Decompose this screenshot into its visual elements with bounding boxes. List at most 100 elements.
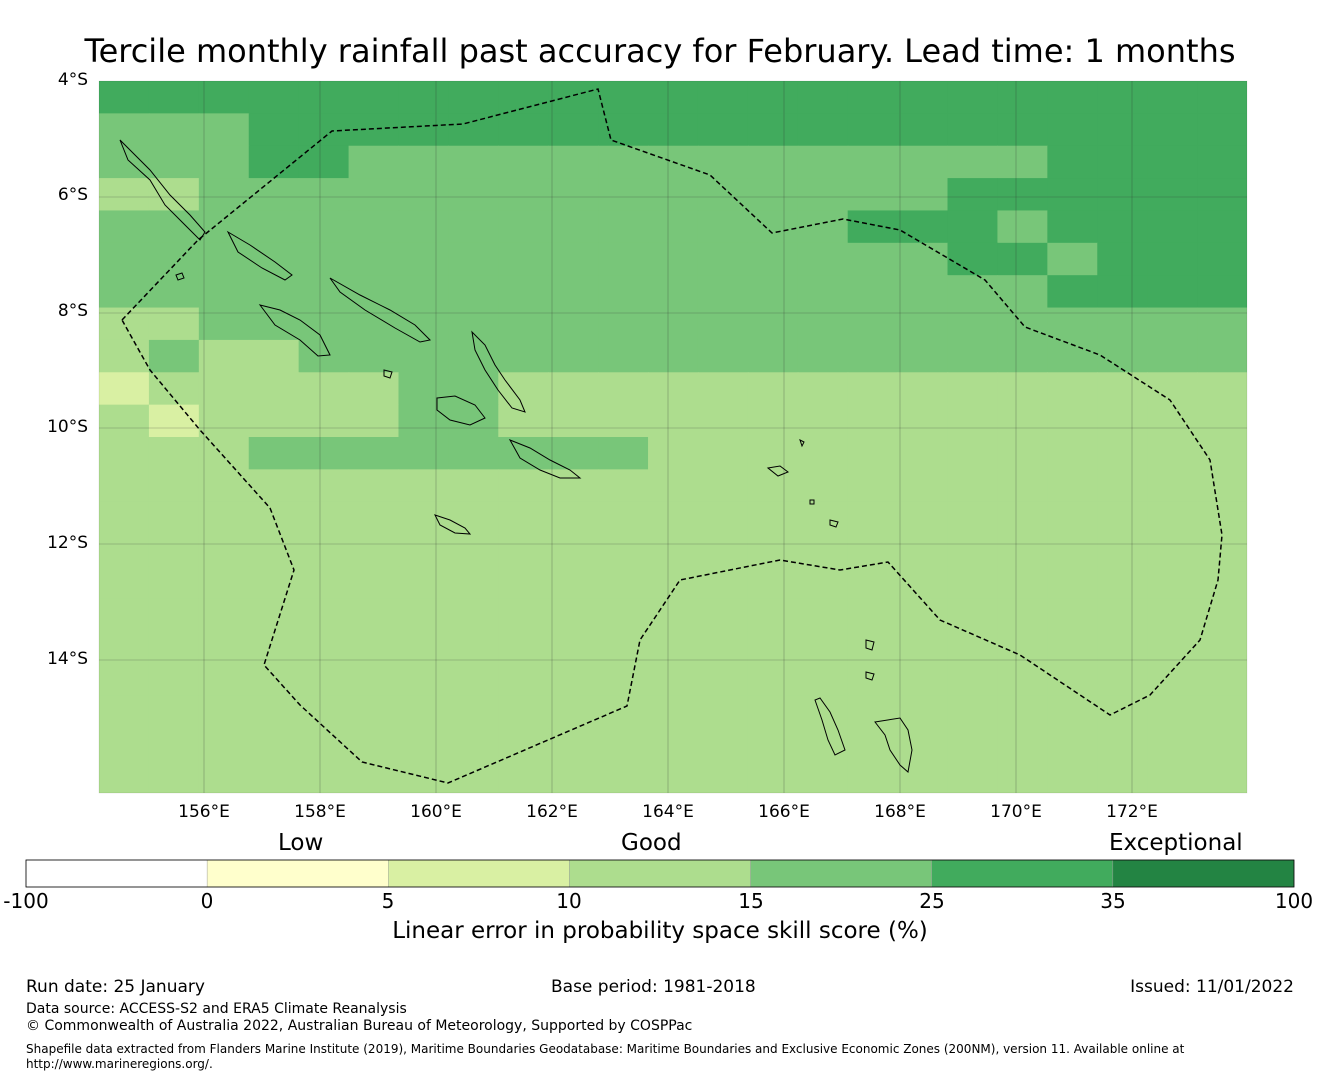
grid-cell	[1147, 339, 1198, 373]
grid-cell	[448, 178, 499, 212]
grid-cell	[548, 178, 599, 212]
grid-cell	[348, 339, 400, 373]
lat-label: 12°S	[47, 533, 88, 553]
grid-cell	[797, 81, 849, 114]
grid-cell	[997, 372, 1048, 406]
grid-cell	[198, 339, 250, 373]
grid-cell	[947, 760, 999, 793]
grid-cell	[747, 534, 799, 568]
grid-cell	[797, 598, 849, 632]
grid-cell	[648, 113, 699, 147]
grid-cell	[1047, 695, 1098, 729]
lon-label: 168°E	[874, 802, 926, 822]
grid-cell	[897, 242, 949, 276]
malekula-island	[874, 717, 913, 773]
grid-cell	[598, 437, 649, 470]
grid-cell	[448, 437, 499, 470]
small-island-f	[865, 639, 875, 651]
grid-cell	[398, 566, 449, 600]
grid-cell	[747, 145, 799, 179]
colorbar-label: Linear error in probability space skill …	[392, 918, 928, 944]
grid-cell	[897, 469, 949, 503]
grid-cell	[148, 210, 200, 244]
colorbar-tick: 10	[556, 889, 582, 913]
grid-cell	[99, 695, 150, 729]
grid-cell	[797, 275, 849, 309]
grid-cell	[148, 469, 200, 503]
grid-cell	[1047, 631, 1098, 665]
grid-cell	[298, 339, 350, 373]
lon-label: 156°E	[178, 802, 230, 822]
grid-cell	[1097, 469, 1148, 503]
grid-cell	[598, 178, 649, 212]
grid-cell	[947, 275, 999, 309]
grid-cell	[997, 631, 1048, 665]
grid-cell	[448, 598, 499, 632]
grid-cell	[947, 113, 999, 147]
grid-cell	[897, 339, 949, 373]
grid-cell	[298, 728, 350, 762]
grid-cell	[797, 113, 849, 147]
grid-cell	[1047, 501, 1098, 535]
grid-cell	[897, 210, 949, 244]
grid-cell	[997, 81, 1048, 114]
vanikoro-island	[766, 465, 790, 477]
grid-cell	[897, 695, 949, 729]
grid-cell	[298, 469, 350, 503]
grid-cell	[298, 145, 350, 179]
grid-cell	[198, 469, 250, 503]
grid-cell	[598, 598, 649, 632]
grid-cell	[1047, 728, 1098, 762]
grid-cell	[1197, 501, 1247, 535]
grid-cell	[248, 469, 300, 503]
grid-cell	[398, 760, 449, 793]
grid-cell	[1197, 566, 1247, 600]
grid-cell	[298, 437, 350, 470]
grid-cell	[697, 598, 749, 632]
grid-cell	[548, 534, 599, 568]
grid-cell	[598, 534, 649, 568]
grid-cell	[348, 728, 400, 762]
grid-cell	[1147, 404, 1198, 438]
grid-cell	[248, 566, 300, 600]
colorbar-tick: 0	[200, 889, 214, 913]
grid-cell	[1097, 113, 1148, 147]
grid-cell	[548, 307, 599, 341]
grid-cell	[1197, 145, 1247, 179]
grid-cell	[99, 566, 150, 600]
grid-cell	[648, 728, 699, 762]
grid-cell	[1197, 598, 1247, 632]
grid-cell	[1197, 210, 1247, 244]
grid-cell	[1147, 728, 1198, 762]
grid-cell	[797, 760, 849, 793]
grid-cell	[448, 534, 499, 568]
grid-cell	[747, 437, 799, 470]
grid-cell	[847, 404, 899, 438]
grid-cell	[148, 631, 200, 665]
grid-cell	[148, 178, 200, 212]
grid-cell	[797, 631, 849, 665]
grid-cell	[498, 404, 549, 438]
grid-cell	[348, 210, 400, 244]
grid-cell	[198, 760, 250, 793]
grid-cell	[248, 372, 300, 406]
grid-cell	[1097, 534, 1148, 568]
grid-cell	[1197, 178, 1247, 212]
grid-cell	[648, 372, 699, 406]
grid-cell	[1097, 760, 1148, 793]
grid-cell	[1147, 145, 1198, 179]
grid-cell	[997, 275, 1048, 309]
grid-cell	[847, 372, 899, 406]
grid-cell	[1047, 242, 1098, 276]
grid-cell	[1197, 404, 1247, 438]
colorbar-segment	[569, 859, 751, 888]
small-island-d	[829, 519, 839, 528]
grid-cell	[947, 145, 999, 179]
grid-cell	[198, 695, 250, 729]
grid-cell	[697, 372, 749, 406]
grid-cell	[1197, 728, 1247, 762]
grid-cell	[1097, 339, 1148, 373]
grid-cell	[598, 113, 649, 147]
grid-cell	[697, 469, 749, 503]
